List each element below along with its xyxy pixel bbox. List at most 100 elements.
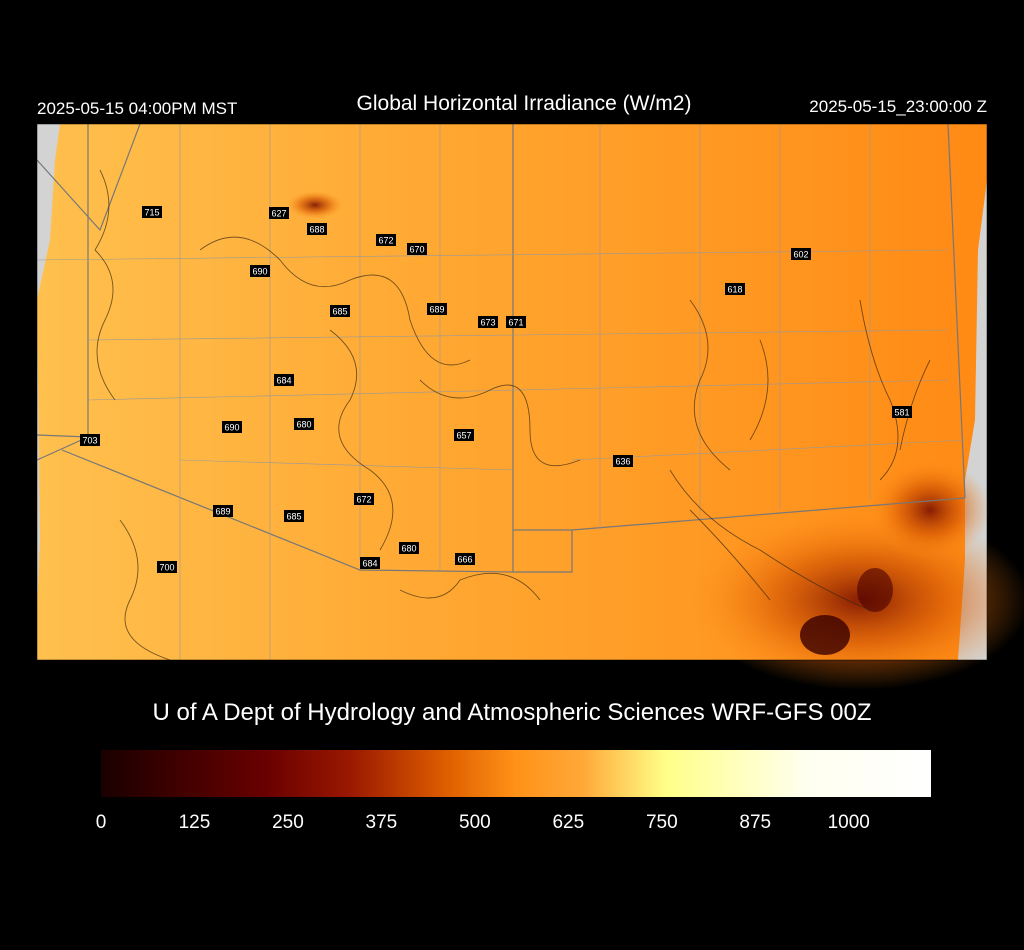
state-borders	[36, 123, 966, 573]
station-box	[269, 207, 289, 219]
border	[947, 123, 966, 499]
station-value: 602	[793, 250, 808, 260]
station-box	[399, 542, 419, 554]
station-box	[427, 303, 447, 315]
station-box	[222, 421, 242, 433]
station-value: 581	[894, 408, 909, 418]
station-value: 689	[429, 305, 444, 315]
station: 670	[407, 243, 427, 255]
station-value: 684	[362, 559, 377, 569]
station: 689	[427, 303, 447, 315]
station: 680	[294, 418, 314, 430]
low-irradiance-area	[800, 615, 850, 655]
station-box	[725, 283, 745, 295]
contour	[419, 379, 581, 467]
station: 715	[142, 206, 162, 218]
station-box	[80, 434, 100, 446]
contour	[94, 169, 116, 401]
station: 689	[213, 505, 233, 517]
station: 618	[725, 283, 745, 295]
station-box	[454, 429, 474, 441]
station-box	[506, 316, 526, 328]
colorbar-tick-label: 625	[552, 812, 584, 833]
colorbar-tick-label: 375	[366, 812, 398, 833]
station-value: 618	[727, 285, 742, 295]
station: 684	[360, 557, 380, 569]
station: 700	[157, 561, 177, 573]
colorbar-tick-label: 125	[179, 812, 211, 833]
station-value: 685	[332, 307, 347, 317]
station: 602	[791, 248, 811, 260]
station: 636	[613, 455, 633, 467]
station-box	[142, 206, 162, 218]
station-labels: 715 627 688 672 670 690 602 618 685 689 673 671 684 5…	[80, 206, 912, 573]
low-irradiance-area	[870, 460, 990, 560]
contour	[689, 299, 769, 471]
station-value: 666	[457, 555, 472, 565]
station-value: 690	[224, 423, 239, 433]
station-box	[157, 561, 177, 573]
contour	[199, 236, 471, 366]
station: 680	[399, 542, 419, 554]
station: 688	[307, 223, 327, 235]
station-box	[307, 223, 327, 235]
station-box	[360, 557, 380, 569]
station-box	[213, 505, 233, 517]
station-value: 671	[508, 318, 523, 328]
irradiance-field	[37, 124, 987, 660]
map-title: Global Horizontal Irradiance (W/m2)	[357, 92, 692, 115]
contours	[94, 169, 931, 661]
station: 685	[330, 305, 350, 317]
border	[36, 436, 89, 461]
county-line	[179, 124, 871, 660]
station-box	[250, 265, 270, 277]
border	[61, 124, 514, 573]
colorbar-tick-label: 875	[739, 812, 771, 833]
contour	[859, 299, 931, 481]
station: 703	[80, 434, 100, 446]
station-box	[407, 243, 427, 255]
station-box	[613, 455, 633, 467]
station-value: 700	[159, 563, 174, 573]
station-value: 670	[409, 245, 424, 255]
station-value: 684	[276, 376, 291, 386]
colorbar-tick-label: 250	[272, 812, 304, 833]
station-value: 672	[378, 236, 393, 246]
station-box	[892, 406, 912, 418]
local-time: 2025-05-15 04:00PM MST	[37, 99, 237, 118]
station: 671	[506, 316, 526, 328]
station: 672	[376, 234, 396, 246]
utc-time: 2025-05-15_23:00:00 Z	[809, 97, 987, 116]
station-box	[455, 553, 475, 565]
station: 690	[222, 421, 242, 433]
station: 690	[250, 265, 270, 277]
station-value: 690	[252, 267, 267, 277]
colorbar-tick-label: 500	[459, 812, 491, 833]
station: 685	[284, 510, 304, 522]
station: 581	[892, 406, 912, 418]
station: 673	[478, 316, 498, 328]
station: 684	[274, 374, 294, 386]
low-irradiance-area	[857, 568, 893, 612]
station-value: 689	[215, 507, 230, 517]
station: 627	[269, 207, 289, 219]
station-value: 685	[286, 512, 301, 522]
border	[571, 497, 966, 531]
contour	[119, 519, 541, 661]
station-box	[294, 418, 314, 430]
colorbar: 0 125 250 375 500 625 750 875 1000	[96, 750, 931, 833]
station-box	[376, 234, 396, 246]
station-box	[791, 248, 811, 260]
map-frame	[36, 123, 988, 661]
station-box	[354, 493, 374, 505]
station-value: 636	[615, 457, 630, 467]
map: 715 627 688 672 670 690 602 618 685 689 673 671 684 5…	[36, 123, 1024, 690]
border	[36, 123, 141, 232]
station-value: 688	[309, 225, 324, 235]
station-box	[330, 305, 350, 317]
station: 672	[354, 493, 374, 505]
contour	[329, 329, 394, 551]
colorbar-tick-label: 1000	[828, 812, 870, 833]
